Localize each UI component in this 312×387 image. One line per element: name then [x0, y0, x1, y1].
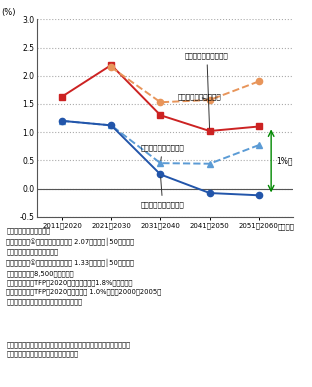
Text: 生産性向上・人口安定: 生産性向上・人口安定: [185, 53, 229, 128]
Text: 生産性向上・人口減少: 生産性向上・人口減少: [178, 94, 222, 101]
Text: 1%強: 1%強: [276, 156, 293, 165]
Text: （年度）: （年度）: [277, 223, 295, 230]
Text: 生産性停滞・人口安定: 生産性停滞・人口安定: [141, 145, 184, 160]
Text: 生産性停滞・人口減少: 生産性停滞・人口減少: [141, 177, 184, 207]
Text: (%): (%): [2, 9, 16, 17]
Text: 資料）　経済財政談問会議専門調査会「「選択する未来」委員会報告
　＜参考資料集＞」より国土交通省作成: 資料） 経済財政談問会議専門調査会「「選択する未来」委員会報告 ＜参考資料集＞」…: [6, 341, 130, 358]
Text: （注）　シナリオの仮定
　人口安定：①合計特殊出生率は、 2.07に上昇、│50年後の人
　　　　　口は１億人を維持
　人口減少：①合計特殊出生率は、 1.33: （注） シナリオの仮定 人口安定：①合計特殊出生率は、 2.07に上昇、│50年…: [6, 228, 161, 305]
